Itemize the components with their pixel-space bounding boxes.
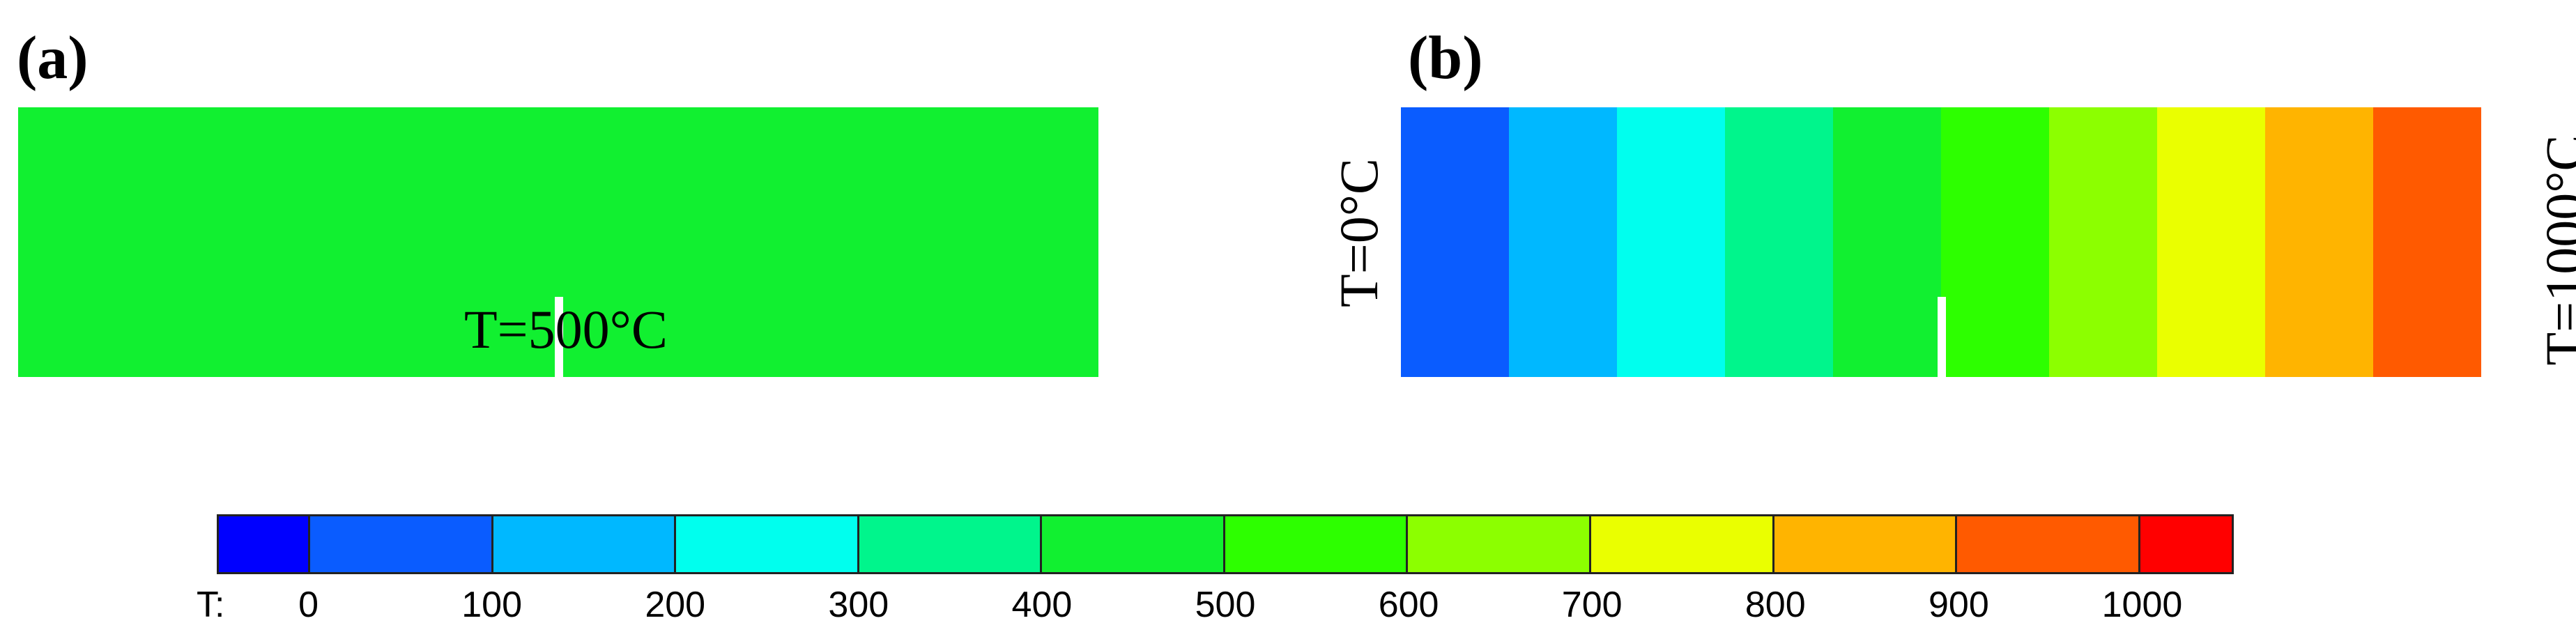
uniform-temperature-annotation: T=500°C xyxy=(464,299,668,360)
temperature-band xyxy=(1617,107,1725,377)
right-boundary-temperature-annotation: T=1000°C xyxy=(2534,134,2576,366)
colorbar-segment xyxy=(310,516,493,572)
temperature-band xyxy=(2265,107,2373,377)
colorbar-segment xyxy=(1774,516,1958,572)
temperature-band xyxy=(2157,107,2265,377)
colorbar-segment xyxy=(1042,516,1225,572)
temperature-band xyxy=(1401,107,1509,377)
plate-gradient-temperature xyxy=(1401,107,2481,377)
colorbar-tick-label: 600 xyxy=(1378,585,1439,625)
colorbar-tick-label: 100 xyxy=(461,585,523,625)
left-boundary-temperature-annotation: T=0°C xyxy=(1328,158,1389,307)
colorbar-tick-label: 0 xyxy=(298,585,319,625)
colorbar-segment xyxy=(1957,516,2140,572)
temperature-band xyxy=(1941,107,2049,377)
colorbar-tick-label: 700 xyxy=(1561,585,1623,625)
panel-a-label: (a) xyxy=(17,24,89,92)
colorbar-tick-label: 900 xyxy=(1928,585,1989,625)
colorbar-variable-label: T: xyxy=(197,585,225,625)
colorbar-tick-label: 400 xyxy=(1011,585,1073,625)
temperature-colorbar xyxy=(217,514,2234,574)
colorbar-tick-label: 500 xyxy=(1195,585,1256,625)
colorbar-segment xyxy=(1408,516,1591,572)
temperature-band xyxy=(1833,107,1941,377)
plate-uniform-temperature: T=500°C xyxy=(18,107,1098,377)
colorbar-tick-label: 200 xyxy=(645,585,706,625)
temperature-band xyxy=(1725,107,1833,377)
colorbar-segment xyxy=(859,516,1043,572)
colorbar-tick-label: 1000 xyxy=(2101,585,2183,625)
temperature-band xyxy=(2049,107,2157,377)
colorbar-segment xyxy=(1590,516,1774,572)
temperature-band xyxy=(1509,107,1617,377)
crack-notch xyxy=(555,297,563,377)
panel-b-label: (b) xyxy=(1408,24,1483,92)
colorbar-segment xyxy=(493,516,677,572)
temperature-band xyxy=(2373,107,2481,377)
colorbar-segment xyxy=(1225,516,1409,572)
colorbar-segment xyxy=(219,516,311,572)
colorbar-segment xyxy=(676,516,859,572)
colorbar-segment xyxy=(2140,516,2232,572)
colorbar-tick-label: 300 xyxy=(828,585,889,625)
colorbar-tick-label: 800 xyxy=(1745,585,1806,625)
crack-notch xyxy=(1938,297,1946,377)
